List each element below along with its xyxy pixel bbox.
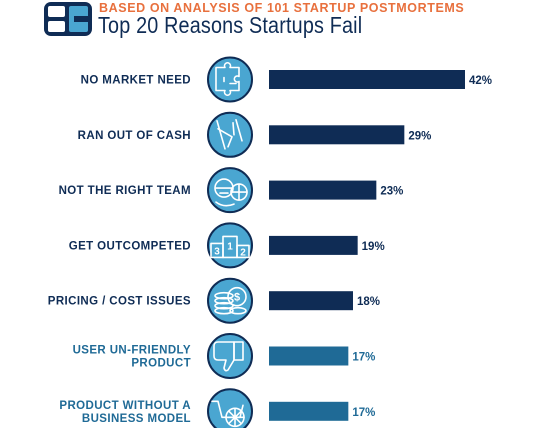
category-label: PRODUCT [131,358,191,370]
category-label: GET OUTCOMPETED [69,240,191,252]
thumbs-down-icon-glyph [213,341,244,372]
category-label: PRICING / COST ISSUES [48,296,191,308]
podium-icon [207,222,253,269]
chart-title: Top 20 Reasons Startups Fail [98,12,363,38]
value-label: 42% [469,75,492,87]
category-label: NOT THE RIGHT TEAM [59,185,191,197]
team-icon [207,167,253,214]
cart-icon-glyph [211,400,245,428]
category-label: BUSINESS MODEL [82,413,191,425]
podium-icon-glyph: 13 2 [210,235,250,258]
category-label: NO MARKET NEED [81,75,191,87]
coins-icon [207,277,253,324]
puzzle-icon-glyph [215,62,240,96]
svg-text:1: 1 [227,241,233,252]
category-label: PRODUCT WITHOUT A [59,400,191,412]
value-label: 23% [380,186,403,198]
thumbs-down-icon [207,333,253,379]
chart-subtitle: BASED ON ANALYSIS OF 101 STARTUP POSTMOR… [99,1,465,15]
bar [269,70,465,89]
category-label: USER UN-FRIENDLY [73,345,191,357]
svg-text:2: 2 [240,247,246,258]
svg-text:$: $ [234,292,240,304]
bar [269,235,358,255]
empty-pocket-icon-glyph [216,119,243,150]
bar [269,180,377,200]
value-label: 29% [408,130,431,142]
value-label: 17% [352,352,375,364]
bar [269,346,349,366]
value-label: 17% [352,407,375,419]
bar [269,291,353,311]
bar [269,125,405,145]
category-label: RAN OUT OF CASH [78,130,191,142]
logo-icon [44,2,92,36]
value-label: 18% [357,296,380,308]
team-icon-glyph [214,178,248,207]
cart-icon [207,388,253,428]
value-label: 19% [362,241,385,253]
bar [269,401,349,421]
coins-icon-glyph: $ [214,286,247,315]
svg-text:3: 3 [214,246,220,257]
